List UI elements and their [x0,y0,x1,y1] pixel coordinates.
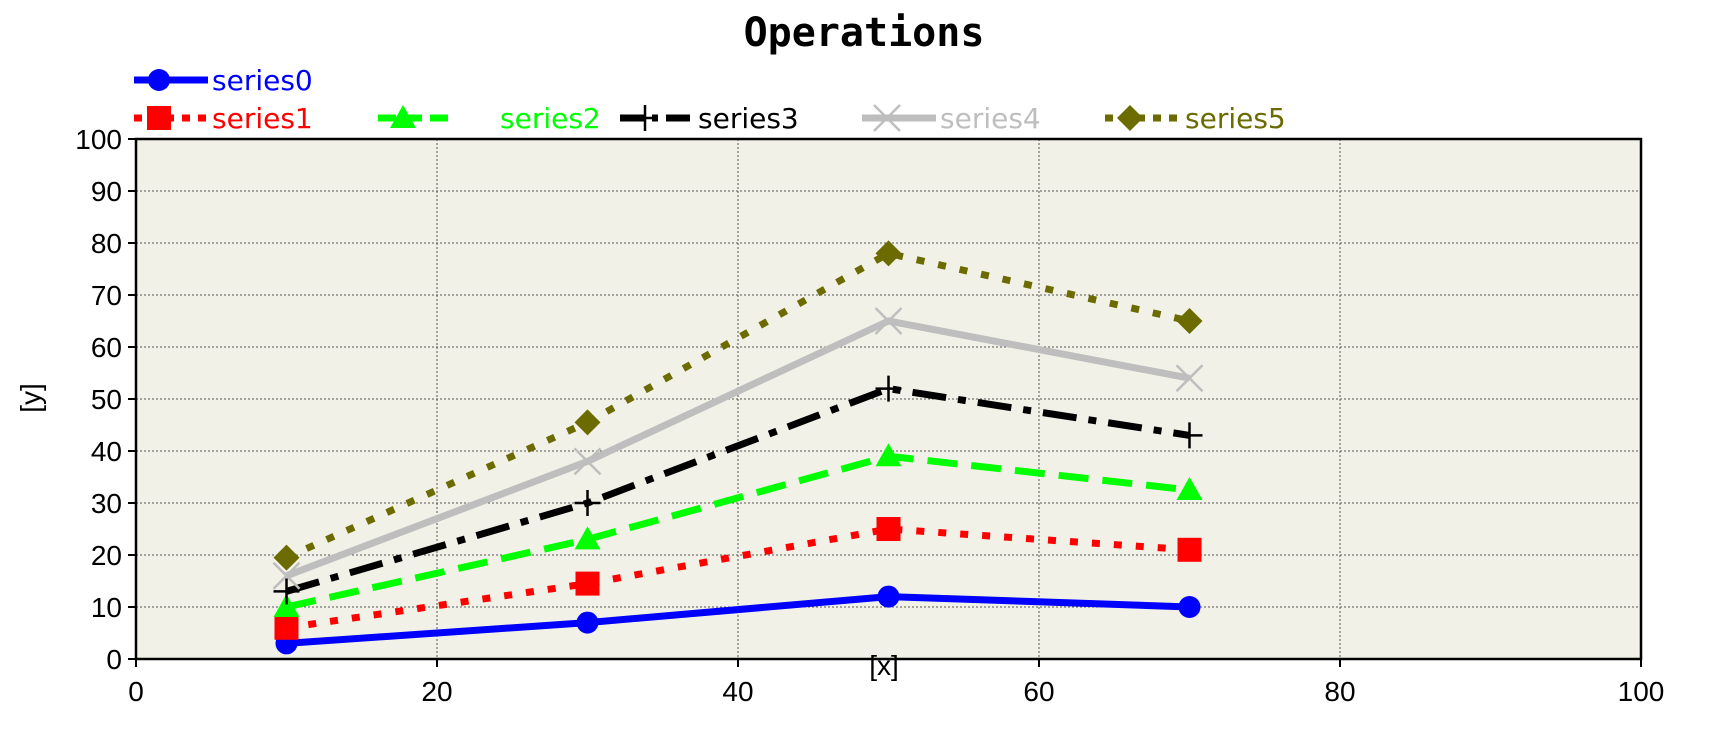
y-tick-label: 70 [91,280,122,311]
series3-point [875,375,902,402]
series2-point [273,594,300,617]
legend-series4-marker [873,104,901,132]
y-tick-label: 30 [91,488,122,519]
y-tick-label: 50 [91,384,122,415]
y-tick-label: 80 [91,228,122,259]
legend-series2-label: series2 [500,102,601,135]
legend-series5-label: series5 [1185,102,1286,135]
series0-point [877,585,900,608]
legend: series0 series1 series2 series3 series4 serie… [134,64,1286,135]
x-tick-label: 20 [421,676,452,707]
y-tick-label: 0 [106,644,122,675]
x-tick-label: 60 [1023,676,1054,707]
series3-point [574,490,601,516]
legend-series0-marker [148,69,170,91]
series0-line [286,593,1190,647]
series2-line [285,452,1190,611]
series1-point [1177,537,1202,562]
series1-point [876,517,901,541]
y-tick-label: 20 [91,540,122,571]
legend-series5-marker [1117,105,1143,131]
series2-point [1176,477,1203,500]
series4-point [1175,364,1204,393]
x-tick-label: 40 [722,676,753,707]
series0-point [576,611,599,634]
data-markers [272,240,1204,655]
y-tick-label: 90 [91,176,122,207]
series-lines [285,249,1191,647]
y-tick-label: 40 [91,436,122,467]
y-axis-label: [y] [15,383,46,413]
y-tick-label: 10 [91,592,122,623]
legend-series2-marker [390,105,416,128]
x-axis-label: [x] [869,650,899,681]
legend-series3-marker [632,105,658,131]
series4-point [874,307,903,335]
series3-point [1176,422,1203,449]
series3-line [285,384,1191,595]
x-tick-label: 0 [128,676,144,707]
legend-series4-label: series4 [940,102,1041,135]
series5-point [273,544,300,571]
legend-series3-label: series3 [698,102,799,135]
legend-series0-label: series0 [212,64,313,97]
legend-series1-label: series1 [212,102,313,135]
x-tick-label: 80 [1324,676,1355,707]
series5-point [875,240,902,267]
series4-point [272,561,301,590]
series0-point [1178,596,1201,618]
series1-point [274,615,299,640]
y-tick-label: 100 [75,124,122,155]
chart-title: Operations [744,10,985,56]
series5-point [574,409,601,436]
x-tick-label: 100 [1618,676,1665,707]
y-tick-label: 60 [91,332,122,363]
legend-series1-marker [147,106,171,130]
series1-point [575,571,600,596]
series5-point [1176,308,1203,334]
series2-point [875,443,902,467]
series2-point [574,526,601,550]
series3-point [273,578,300,605]
series4-point [573,447,602,476]
series4-line [285,317,1191,580]
axis-ticks: 0 20 40 60 80 100 0 10 20 30 40 50 60 70 80 90 100 [75,124,1664,707]
